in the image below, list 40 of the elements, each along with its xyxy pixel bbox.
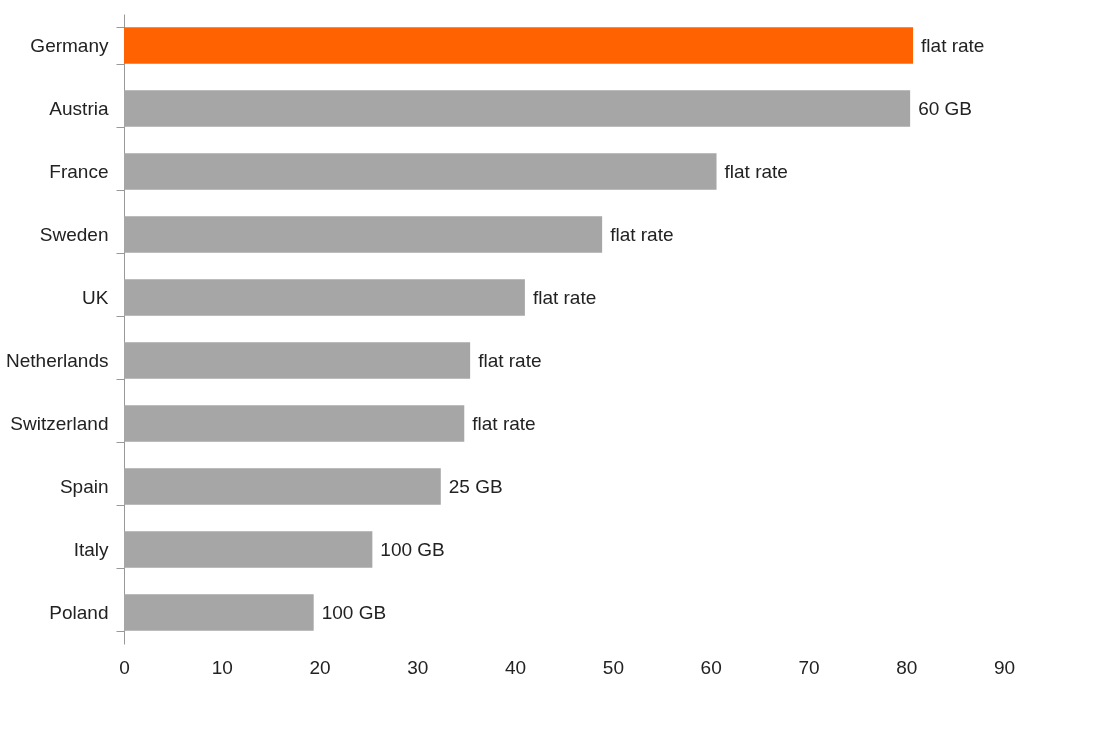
bar: [124, 27, 914, 64]
y-tick-label: France: [49, 161, 109, 182]
x-tick-label: 70: [798, 656, 820, 678]
y-tick-label: Poland: [49, 602, 109, 623]
annotation: flat rate: [532, 286, 597, 308]
annotation: 25 GB: [448, 475, 503, 497]
annotation: 100 GB: [380, 538, 445, 560]
annotation: flat rate: [724, 160, 788, 182]
bar: [124, 468, 441, 505]
annotation: flat rate: [478, 349, 542, 371]
bar: [124, 405, 465, 442]
x-tick-label: 20: [309, 656, 331, 678]
x-tick-label: 60: [700, 656, 722, 678]
bar: [124, 153, 717, 190]
x-tick-label: 10: [211, 656, 233, 678]
annotation: 100 GB: [321, 601, 387, 623]
bar: [124, 90, 911, 127]
y-tick-label: Switzerland: [10, 413, 109, 434]
y-tick-label: Spain: [59, 476, 109, 497]
y-tick-label: Austria: [49, 98, 109, 119]
annotation: flat rate: [610, 223, 674, 245]
y-tick-label: Netherlands: [6, 350, 109, 371]
x-tick-label: 90: [993, 656, 1016, 678]
x-tick-label: 0: [119, 656, 130, 678]
x-tick-label: 50: [602, 656, 624, 678]
bar: [124, 279, 525, 316]
bar: [124, 594, 314, 631]
x-tick-label: 30: [407, 656, 429, 678]
y-tick-label: Italy: [73, 539, 109, 560]
annotation: 60 GB: [918, 97, 973, 119]
annotation: flat rate: [472, 412, 536, 434]
bar: [124, 216, 603, 253]
y-tick-label: UK: [82, 287, 109, 308]
y-tick-label: Sweden: [39, 224, 109, 245]
x-tick-label: 40: [505, 656, 527, 678]
bar: [124, 531, 373, 568]
y-tick-label: Germany: [30, 35, 109, 56]
bar: [124, 342, 471, 379]
annotation: flat rate: [921, 34, 985, 56]
x-tick-label: 80: [896, 656, 918, 678]
